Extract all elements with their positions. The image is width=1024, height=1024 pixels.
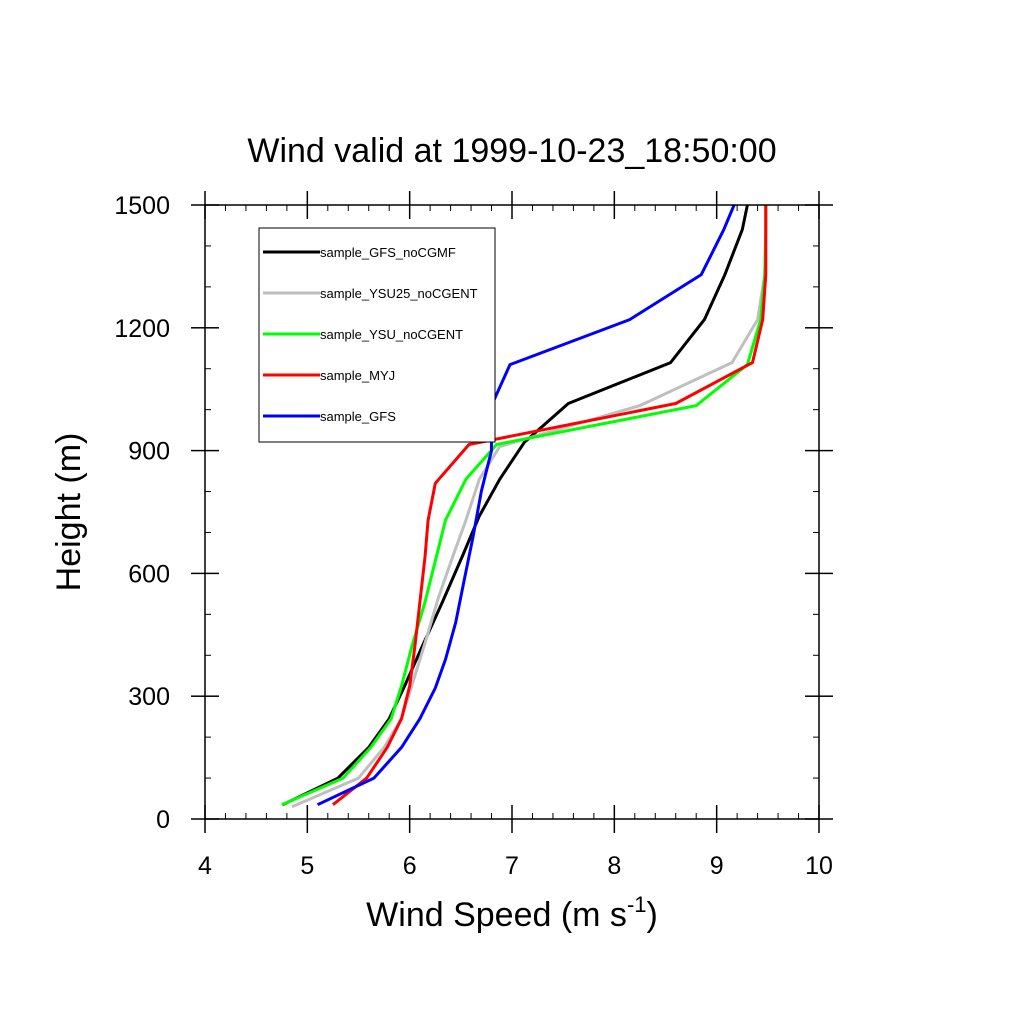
y-tick-label: 300 bbox=[128, 683, 170, 711]
x-tick-label: 4 bbox=[198, 852, 212, 880]
y-tick-label: 900 bbox=[128, 438, 170, 466]
series-line-sample_GFS bbox=[316, 204, 736, 807]
y-tick-label: 0 bbox=[156, 806, 170, 834]
y-tick-label: 1200 bbox=[114, 315, 170, 343]
series-lines bbox=[281, 204, 768, 809]
legend-label: sample_YSU_noCGENT bbox=[320, 327, 463, 342]
x-tick-label: 6 bbox=[403, 852, 417, 880]
x-axis-label-superscript: -1 bbox=[627, 892, 647, 917]
minor-ticks bbox=[205, 205, 819, 819]
legend-label: sample_MYJ bbox=[320, 368, 395, 383]
tick-labels: 4 5 6 7 8 9 10 0 300 600 900 1200 1500 bbox=[114, 192, 833, 880]
legend-label: sample_GFS bbox=[320, 409, 396, 424]
x-axis-label-end: ) bbox=[647, 896, 658, 934]
x-axis-label: Wind Speed (m s-1) bbox=[366, 892, 658, 934]
legend: sample_GFS_noCGMF sample_YSU25_noCGENTsam… bbox=[258, 227, 496, 443]
x-axis-label-main: Wind Speed (m s bbox=[366, 896, 627, 934]
legend-label: sample_GFS_noCGMF bbox=[320, 245, 456, 260]
x-tick-label: 10 bbox=[805, 852, 833, 880]
x-tick-label: 8 bbox=[607, 852, 621, 880]
y-tick-label: 1500 bbox=[114, 192, 170, 220]
x-tick-label: 7 bbox=[505, 852, 519, 880]
legend-label: sample_YSU25_noCGENT bbox=[320, 286, 478, 301]
y-tick-label: 600 bbox=[128, 560, 170, 588]
x-tick-label: 5 bbox=[300, 852, 314, 880]
series-line-sample_MYJ bbox=[331, 205, 768, 806]
series-line-sample_GFS_noCGMF bbox=[282, 204, 749, 807]
x-tick-label: 9 bbox=[710, 852, 724, 880]
plot-frame bbox=[204, 204, 820, 820]
y-axis-label: Height (m) bbox=[50, 433, 88, 592]
chart-title: Wind valid at 1999-10-23_18:50:00 bbox=[247, 132, 776, 170]
